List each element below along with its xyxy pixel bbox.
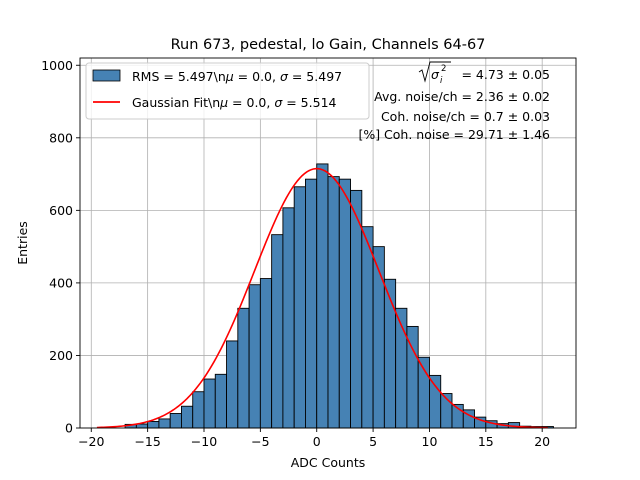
- chart-title: Run 673, pedestal, lo Gain, Channels 64-…: [171, 37, 486, 53]
- x-tick-label-3: −5: [251, 434, 269, 449]
- histogram-bar-16: [305, 178, 318, 429]
- x-tick-label-0: −20: [78, 434, 104, 449]
- histogram-bar-15: [293, 186, 306, 429]
- histogram-bar-19: [338, 178, 351, 429]
- plot-frame: [79, 57, 577, 429]
- histogram-bar-3: [158, 418, 171, 429]
- legend: RMS = 5.497\nμ = 0.0, σ = 5.497 Gaussian…: [85, 62, 370, 120]
- noise-annotations: σ i 2 = 4.73 ± 0.05 Avg. noise/ch = 2.36…: [358, 61, 550, 142]
- legend-patch-rms: [92, 69, 121, 82]
- histogram-bar-9: [226, 340, 239, 429]
- y-tick-label-5: 1000: [41, 58, 73, 73]
- x-axis-ticks: −20 −15 −10 −5 0 5 10 15 20: [78, 428, 550, 449]
- histogram-bar-6: [192, 391, 205, 429]
- histogram-bar-13: [271, 234, 284, 429]
- x-tick-label-6: 10: [422, 434, 438, 449]
- y-axis-label: Entries: [15, 221, 30, 265]
- y-tick-label-0: 0: [65, 421, 73, 436]
- x-tick-label-5: 5: [369, 434, 377, 449]
- x-tick-label-7: 15: [478, 434, 494, 449]
- histogram-bar-4: [169, 413, 182, 429]
- histogram-bar-8: [214, 373, 227, 429]
- histogram-bar-27: [429, 374, 442, 429]
- annotation-sqrt-value: = 4.73 ± 0.05: [461, 67, 550, 82]
- histogram-bar-11: [248, 284, 261, 429]
- y-tick-label-4: 800: [49, 130, 73, 145]
- histogram-bar-12: [259, 278, 273, 429]
- x-tick-label-8: 20: [534, 434, 550, 449]
- histogram-bar-18: [327, 176, 340, 429]
- histogram-bar-7: [203, 378, 216, 429]
- legend-label-fit: Gaussian Fit\nμ = 0.0, σ = 5.514: [132, 95, 337, 110]
- y-tick-label-2: 400: [49, 275, 73, 290]
- histogram-bars: [124, 163, 554, 429]
- legend-box: [85, 62, 370, 120]
- histogram-bar-14: [282, 207, 295, 429]
- histogram-bar-17: [316, 163, 329, 429]
- sqrt-sigma-sub: i: [440, 76, 443, 86]
- y-tick-label-3: 600: [49, 203, 73, 218]
- sqrt-sigma: σ: [431, 67, 440, 82]
- y-tick-label-1: 200: [49, 348, 73, 363]
- sqrt-symbol: [418, 61, 451, 83]
- histogram-bar-2: [147, 421, 160, 429]
- gaussian-fit-curve: [96, 167, 548, 429]
- annotation-avg-noise: Avg. noise/ch = 2.36 ± 0.02: [374, 89, 550, 104]
- annotation-coh-noise: Coh. noise/ch = 0.7 ± 0.03: [381, 109, 550, 124]
- histogram-bar-5: [181, 405, 194, 429]
- legend-label-rms: RMS = 5.497\nμ = 0.0, σ = 5.497: [132, 69, 342, 84]
- histogram-bar-21: [361, 226, 374, 429]
- sqrt-sigma-sup: 2: [441, 64, 446, 74]
- x-tick-label-1: −15: [134, 434, 160, 449]
- histogram-bar-22: [372, 246, 385, 429]
- y-axis-ticks: 0 200 400 600 800 1000: [41, 58, 80, 436]
- x-tick-label-4: 0: [313, 434, 321, 449]
- histogram-bar-10: [237, 307, 250, 429]
- annotation-coh-noise-percent: [%] Coh. noise = 29.71 ± 1.46: [358, 127, 550, 142]
- x-tick-label-2: −10: [191, 434, 217, 449]
- histogram-bar-23: [383, 278, 397, 429]
- x-axis-label: ADC Counts: [291, 455, 366, 470]
